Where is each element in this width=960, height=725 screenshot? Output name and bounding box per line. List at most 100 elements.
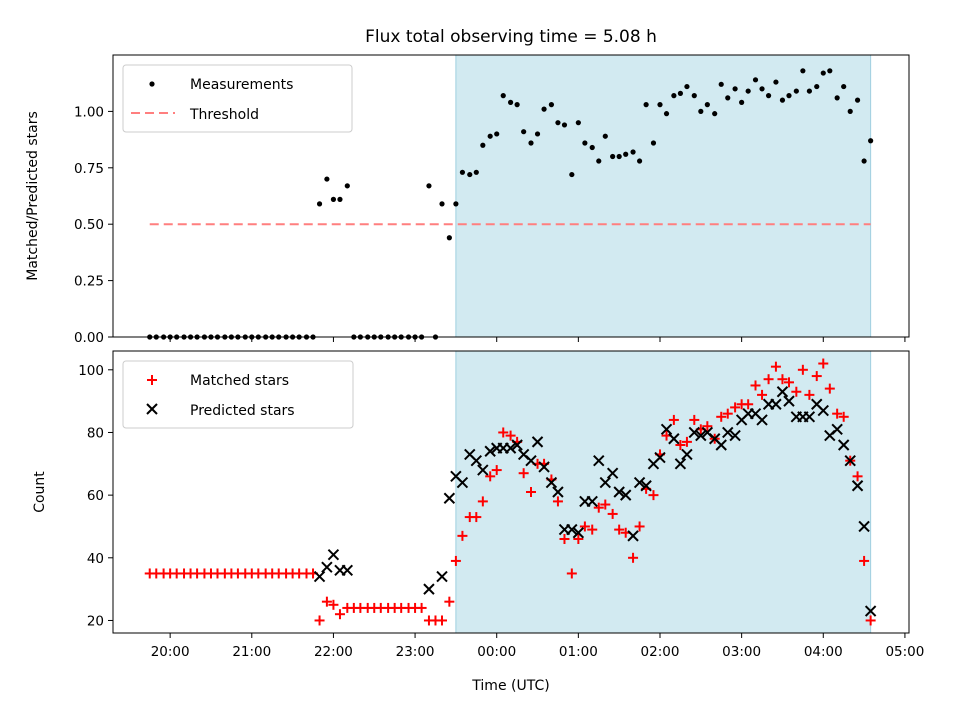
measurement-point xyxy=(514,102,520,108)
bottom-y-tick-label: 80 xyxy=(87,425,104,441)
measurement-point xyxy=(841,83,847,90)
matched-star-point xyxy=(681,436,692,447)
measurement-point xyxy=(779,97,786,103)
matched-star-point xyxy=(552,496,563,507)
predicted-star-point xyxy=(668,433,680,445)
measurement-point xyxy=(569,171,575,178)
matched-star-point xyxy=(498,427,509,438)
chart-title: Flux total observing time = 5.08 h xyxy=(365,27,657,47)
measurement-point xyxy=(773,79,779,85)
predicted-star-point xyxy=(341,564,354,577)
matched-star-point xyxy=(505,430,516,441)
measurement-point xyxy=(316,201,323,207)
matched-star-point xyxy=(811,371,822,382)
bottom-legend-box xyxy=(122,360,354,429)
measurement-point xyxy=(684,83,690,90)
predicted-star-point xyxy=(606,467,619,479)
predicted-star-point xyxy=(525,454,537,467)
measurement-point xyxy=(561,122,568,128)
measurement-point xyxy=(847,108,853,114)
measurement-point xyxy=(521,129,527,135)
matched-star-point xyxy=(485,471,496,482)
predicted-star-point xyxy=(572,527,585,539)
predicted-star-point xyxy=(511,439,523,451)
predicted-star-point xyxy=(681,448,693,461)
predicted-star-point xyxy=(729,429,741,442)
matched-star-point xyxy=(566,568,577,579)
legend-measurements-marker xyxy=(149,81,155,87)
measurement-point xyxy=(752,77,759,83)
measurement-point xyxy=(467,171,473,178)
legend-measurements-label: Measurements xyxy=(190,77,293,93)
measurement-point xyxy=(643,102,649,108)
predicted-star-point xyxy=(776,386,789,398)
predicted-star-point xyxy=(477,464,489,476)
bottom-x-tick-label: 04:00 xyxy=(804,644,843,660)
predicted-star-point xyxy=(456,476,469,489)
matched-star-point xyxy=(334,609,345,620)
predicted-star-point xyxy=(803,411,816,423)
matched-star-point xyxy=(722,408,733,419)
matched-star-point xyxy=(757,389,768,400)
matched-star-point xyxy=(797,364,808,375)
measurement-point xyxy=(596,158,602,164)
bottom-x-axis-label: Time (UTC) xyxy=(471,678,549,694)
matched-star-point xyxy=(437,615,448,626)
predicted-star-point xyxy=(770,398,782,410)
top-y-axis-label: Matched/Predicted stars xyxy=(25,111,41,281)
predicted-star-point xyxy=(783,395,795,407)
bottom-y-tick-label: 100 xyxy=(78,363,104,379)
measurement-point xyxy=(800,68,806,74)
top-axes-frame xyxy=(112,54,910,338)
predicted-star-point xyxy=(566,523,578,536)
predicted-star-point xyxy=(443,492,456,504)
bottom-y-ticks: 20 40 60 80 100 xyxy=(78,363,113,629)
bottom-x-tick-label: 23:00 xyxy=(396,644,435,660)
top-legend-box xyxy=(122,64,353,133)
predicted-star-point xyxy=(599,476,612,489)
predicted-star-point xyxy=(640,480,652,492)
matched-star-point xyxy=(770,361,781,372)
top-y-ticks: 0.00 0.25 0.50 0.75 1.00 xyxy=(74,104,113,346)
matched-star-point xyxy=(791,386,802,397)
measurement-point xyxy=(344,183,350,189)
matched-star-point xyxy=(450,555,461,566)
predicted-star-point xyxy=(722,426,734,439)
measurement-point xyxy=(630,149,636,155)
measurement-point xyxy=(446,235,452,241)
bottom-x-tick-label: 22:00 xyxy=(314,644,353,660)
predicted-star-point xyxy=(321,561,333,573)
matched-star-point xyxy=(416,602,427,613)
measurement-point xyxy=(745,88,751,94)
matched-star-point xyxy=(865,615,876,626)
measurement-point xyxy=(528,140,534,146)
measurement-point xyxy=(473,169,479,175)
matched-star-point xyxy=(628,552,639,563)
matched-star-point xyxy=(777,374,788,385)
matched-star-point xyxy=(689,414,700,425)
matched-star-point xyxy=(859,555,870,566)
bottom-y-tick-label: 20 xyxy=(87,613,104,629)
measurement-point xyxy=(786,93,792,99)
bottom-x-tick-label: 03:00 xyxy=(722,644,761,660)
measurement-point xyxy=(854,97,861,103)
legend-predicted-marker xyxy=(146,403,158,415)
matched-star-point xyxy=(587,524,598,535)
measurement-point xyxy=(582,140,588,146)
measurement-point xyxy=(712,111,718,117)
measurement-point xyxy=(657,102,663,108)
measurement-point xyxy=(494,131,500,137)
measurement-point xyxy=(616,153,622,160)
measurement-point xyxy=(663,111,670,117)
measurement-point xyxy=(337,196,343,202)
predicted-star-point xyxy=(688,426,700,439)
matched-star-point xyxy=(593,502,604,513)
predicted-star-point xyxy=(423,583,435,595)
top-legend: Measurements Threshold xyxy=(122,64,353,133)
predicted-star-point xyxy=(633,476,646,489)
measurement-point xyxy=(725,95,731,101)
measurement-point xyxy=(330,196,337,202)
top-y-tick-label: 0.00 xyxy=(74,330,104,346)
predicted-star-point xyxy=(552,486,564,498)
